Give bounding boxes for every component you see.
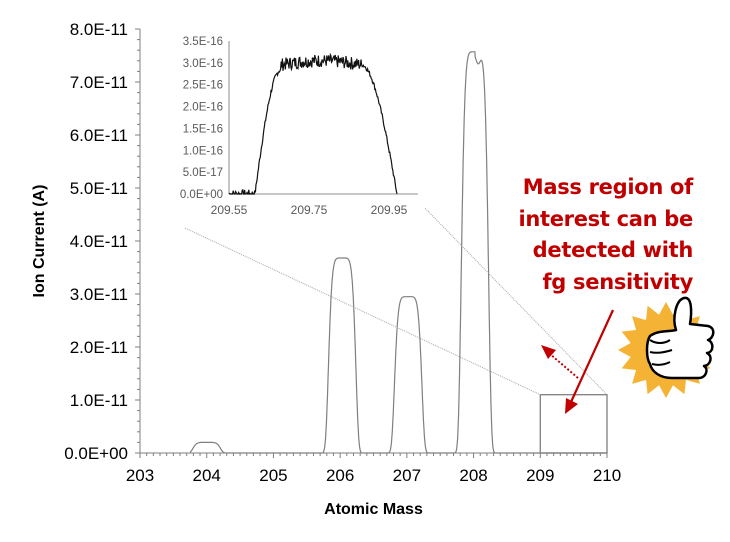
zoom-connector-line <box>420 203 608 396</box>
thumbs-up-icon <box>645 296 715 380</box>
inset-y-tick-label: 3.0E-16 <box>183 58 223 70</box>
x-axis-title: Atomic Mass <box>324 501 423 518</box>
main-series-line <box>189 51 607 454</box>
x-tick-label: 207 <box>393 466 421 485</box>
inset-y-tick-label: 1.5E-16 <box>183 123 223 135</box>
inset-x-tick-label: 209.55 <box>211 203 248 217</box>
callout-arrow <box>569 309 615 403</box>
x-tick-label: 204 <box>193 466 221 485</box>
x-tick-label: 208 <box>459 466 487 485</box>
thumb-finger-lines <box>649 339 673 366</box>
callout-arrowhead <box>565 398 578 414</box>
inset-y-tick-label: 1.0E-16 <box>183 145 223 157</box>
y-tick-label: 2.0E-11 <box>70 338 128 357</box>
annotation-line: interest can be <box>518 206 693 231</box>
inset-y-tick-label: 2.5E-16 <box>183 80 223 92</box>
y-axis-title: Ion Current (A) <box>31 185 48 298</box>
inset-x-tick-label: 209.75 <box>291 203 328 217</box>
zoom-connector-line <box>184 227 541 396</box>
x-tick-label: 210 <box>593 466 621 485</box>
inset-y-tick-label: 0.0E+00 <box>180 189 223 201</box>
x-tick-label: 205 <box>259 466 287 485</box>
y-tick-label: 7.0E-11 <box>70 73 128 92</box>
inset-series-line <box>228 52 398 195</box>
annotation-line: Mass region of <box>522 175 694 199</box>
inset-y-tick-label: 3.5E-16 <box>183 36 223 48</box>
inset-background <box>160 28 425 213</box>
y-tick-label: 6.0E-11 <box>70 126 128 145</box>
y-tick-label: 5.0E-11 <box>70 179 128 198</box>
x-tick-label: 206 <box>326 466 354 485</box>
inset-x-tick-label: 209.95 <box>371 203 408 217</box>
y-tick-label: 3.0E-11 <box>70 285 128 304</box>
annotation-callout: Mass region of interest can be detected … <box>518 172 693 298</box>
y-tick-label: 0.0E+00 <box>64 444 128 463</box>
dotted-arrowhead <box>541 345 556 359</box>
inset-y-tick-label: 2.0E-16 <box>183 102 223 114</box>
dotted-arrow <box>549 353 579 379</box>
annotation-line: detected with <box>532 238 694 262</box>
x-tick-label: 209 <box>526 466 554 485</box>
x-tick-label: 203 <box>126 466 154 485</box>
y-tick-label: 4.0E-11 <box>70 232 128 251</box>
y-tick-label: 8.0E-11 <box>70 20 128 39</box>
y-tick-label: 1.0E-11 <box>70 391 128 410</box>
annotation-line: fg sensitivity <box>542 269 693 294</box>
inset-y-tick-label: 5.0E-17 <box>183 167 223 179</box>
